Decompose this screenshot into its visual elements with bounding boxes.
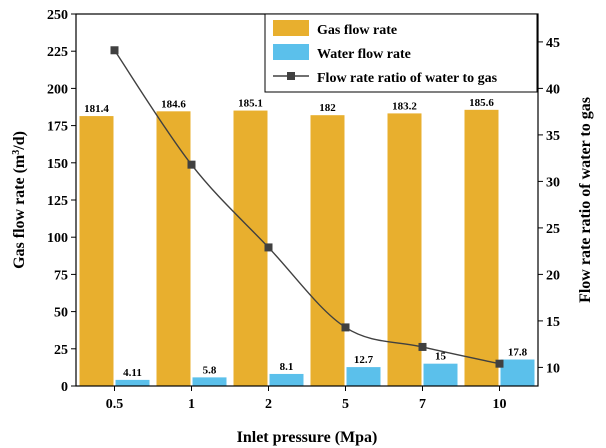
left-tick-label: 175 <box>47 120 68 135</box>
gas-bar <box>387 113 422 386</box>
legend: Gas flow rate Water flow rate Flow rate … <box>264 13 538 93</box>
legend-frame <box>264 13 538 93</box>
legend-swatch-gas <box>273 20 309 36</box>
water-bar-label: 12.7 <box>354 354 374 366</box>
water-bar-label: 8.1 <box>280 361 294 373</box>
left-tick-label: 150 <box>47 157 68 172</box>
gas-bar <box>464 109 499 386</box>
right-tick-label: 35 <box>546 129 560 144</box>
water-bar <box>192 377 227 386</box>
gas-bar <box>79 116 114 387</box>
gas-bar-label: 181.4 <box>84 103 109 115</box>
left-tick-label: 125 <box>47 194 68 209</box>
x-tick-label: 2 <box>265 397 272 412</box>
legend-label-water: Water flow rate <box>317 47 411 62</box>
left-tick-label: 50 <box>54 306 68 321</box>
ratio-point <box>110 46 119 55</box>
right-tick-label: 25 <box>546 222 560 237</box>
right-tick-label: 15 <box>546 315 560 330</box>
water-bar-label: 5.8 <box>203 364 217 376</box>
legend-label-ratio: Flow rate ratio of water to gas <box>317 71 498 86</box>
ratio-point <box>187 160 196 169</box>
gas-bar-label: 185.1 <box>238 98 263 110</box>
ratio-line <box>110 46 504 368</box>
x-tick-label: 7 <box>419 397 426 412</box>
left-tick-label: 225 <box>47 45 68 60</box>
ratio-point <box>495 359 504 368</box>
water-bar-label: 4.11 <box>123 367 142 379</box>
gas-bar <box>310 115 345 387</box>
gas-bar-label: 182 <box>319 102 336 114</box>
x-tick-label: 10 <box>493 397 507 412</box>
y-axis-title-sup: 3 <box>11 150 22 155</box>
right-tick-label: 40 <box>546 82 560 97</box>
y-axis-title-base: Gas flow rate (m <box>11 154 28 269</box>
water-bar <box>500 359 535 386</box>
left-tick-label: 0 <box>61 380 68 395</box>
gas-bar-label: 185.6 <box>469 97 494 109</box>
left-tick-label: 200 <box>47 82 68 97</box>
ratio-point <box>418 342 427 351</box>
x-axis-ticks: 0.5 1 2 5 7 10 <box>106 386 507 412</box>
right-tick-label: 20 <box>546 268 560 283</box>
left-tick-label: 250 <box>47 8 68 23</box>
water-bar <box>269 373 304 386</box>
x-tick-label: 5 <box>342 397 349 412</box>
right-tick-label: 30 <box>546 175 560 190</box>
ratio-point <box>341 323 350 332</box>
left-axis-ticks: 0 25 50 75 100 125 150 175 200 225 250 <box>47 8 76 395</box>
right-axis-ticks: 10 15 20 25 30 35 40 45 <box>538 36 560 376</box>
y-axis-title-tail: /d) <box>11 131 28 151</box>
water-bar-label: 17.8 <box>508 347 528 359</box>
bars <box>79 109 535 387</box>
left-tick-label: 100 <box>47 231 68 246</box>
legend-label-gas: Gas flow rate <box>317 23 397 38</box>
bar-labels: 181.4 184.6 185.1 182 183.2 185.6 4.11 5.8 8.1 12… <box>84 97 528 379</box>
gas-bar-label: 183.2 <box>392 100 417 112</box>
x-tick-label: 1 <box>188 397 195 412</box>
legend-marker-ratio <box>287 72 295 80</box>
water-bar-label: 15 <box>435 351 447 363</box>
y2-axis-title: Flow rate ratio of water to gas <box>577 97 594 303</box>
x-axis-title: Inlet pressure (Mpa) <box>237 429 378 446</box>
water-bar <box>423 363 458 386</box>
left-tick-label: 75 <box>54 268 68 283</box>
y-axis-title: Gas flow rate (m3/d) <box>11 131 29 269</box>
right-tick-label: 45 <box>546 36 560 51</box>
legend-swatch-water <box>273 44 309 60</box>
gas-bar <box>233 110 268 386</box>
ratio-point <box>264 243 273 252</box>
gas-bar-label: 184.6 <box>161 98 186 110</box>
x-tick-label: 0.5 <box>106 397 124 412</box>
gas-bar <box>156 111 191 387</box>
water-bar <box>346 367 381 386</box>
right-tick-label: 10 <box>546 361 560 376</box>
left-tick-label: 25 <box>54 343 68 358</box>
water-bar <box>115 379 150 386</box>
